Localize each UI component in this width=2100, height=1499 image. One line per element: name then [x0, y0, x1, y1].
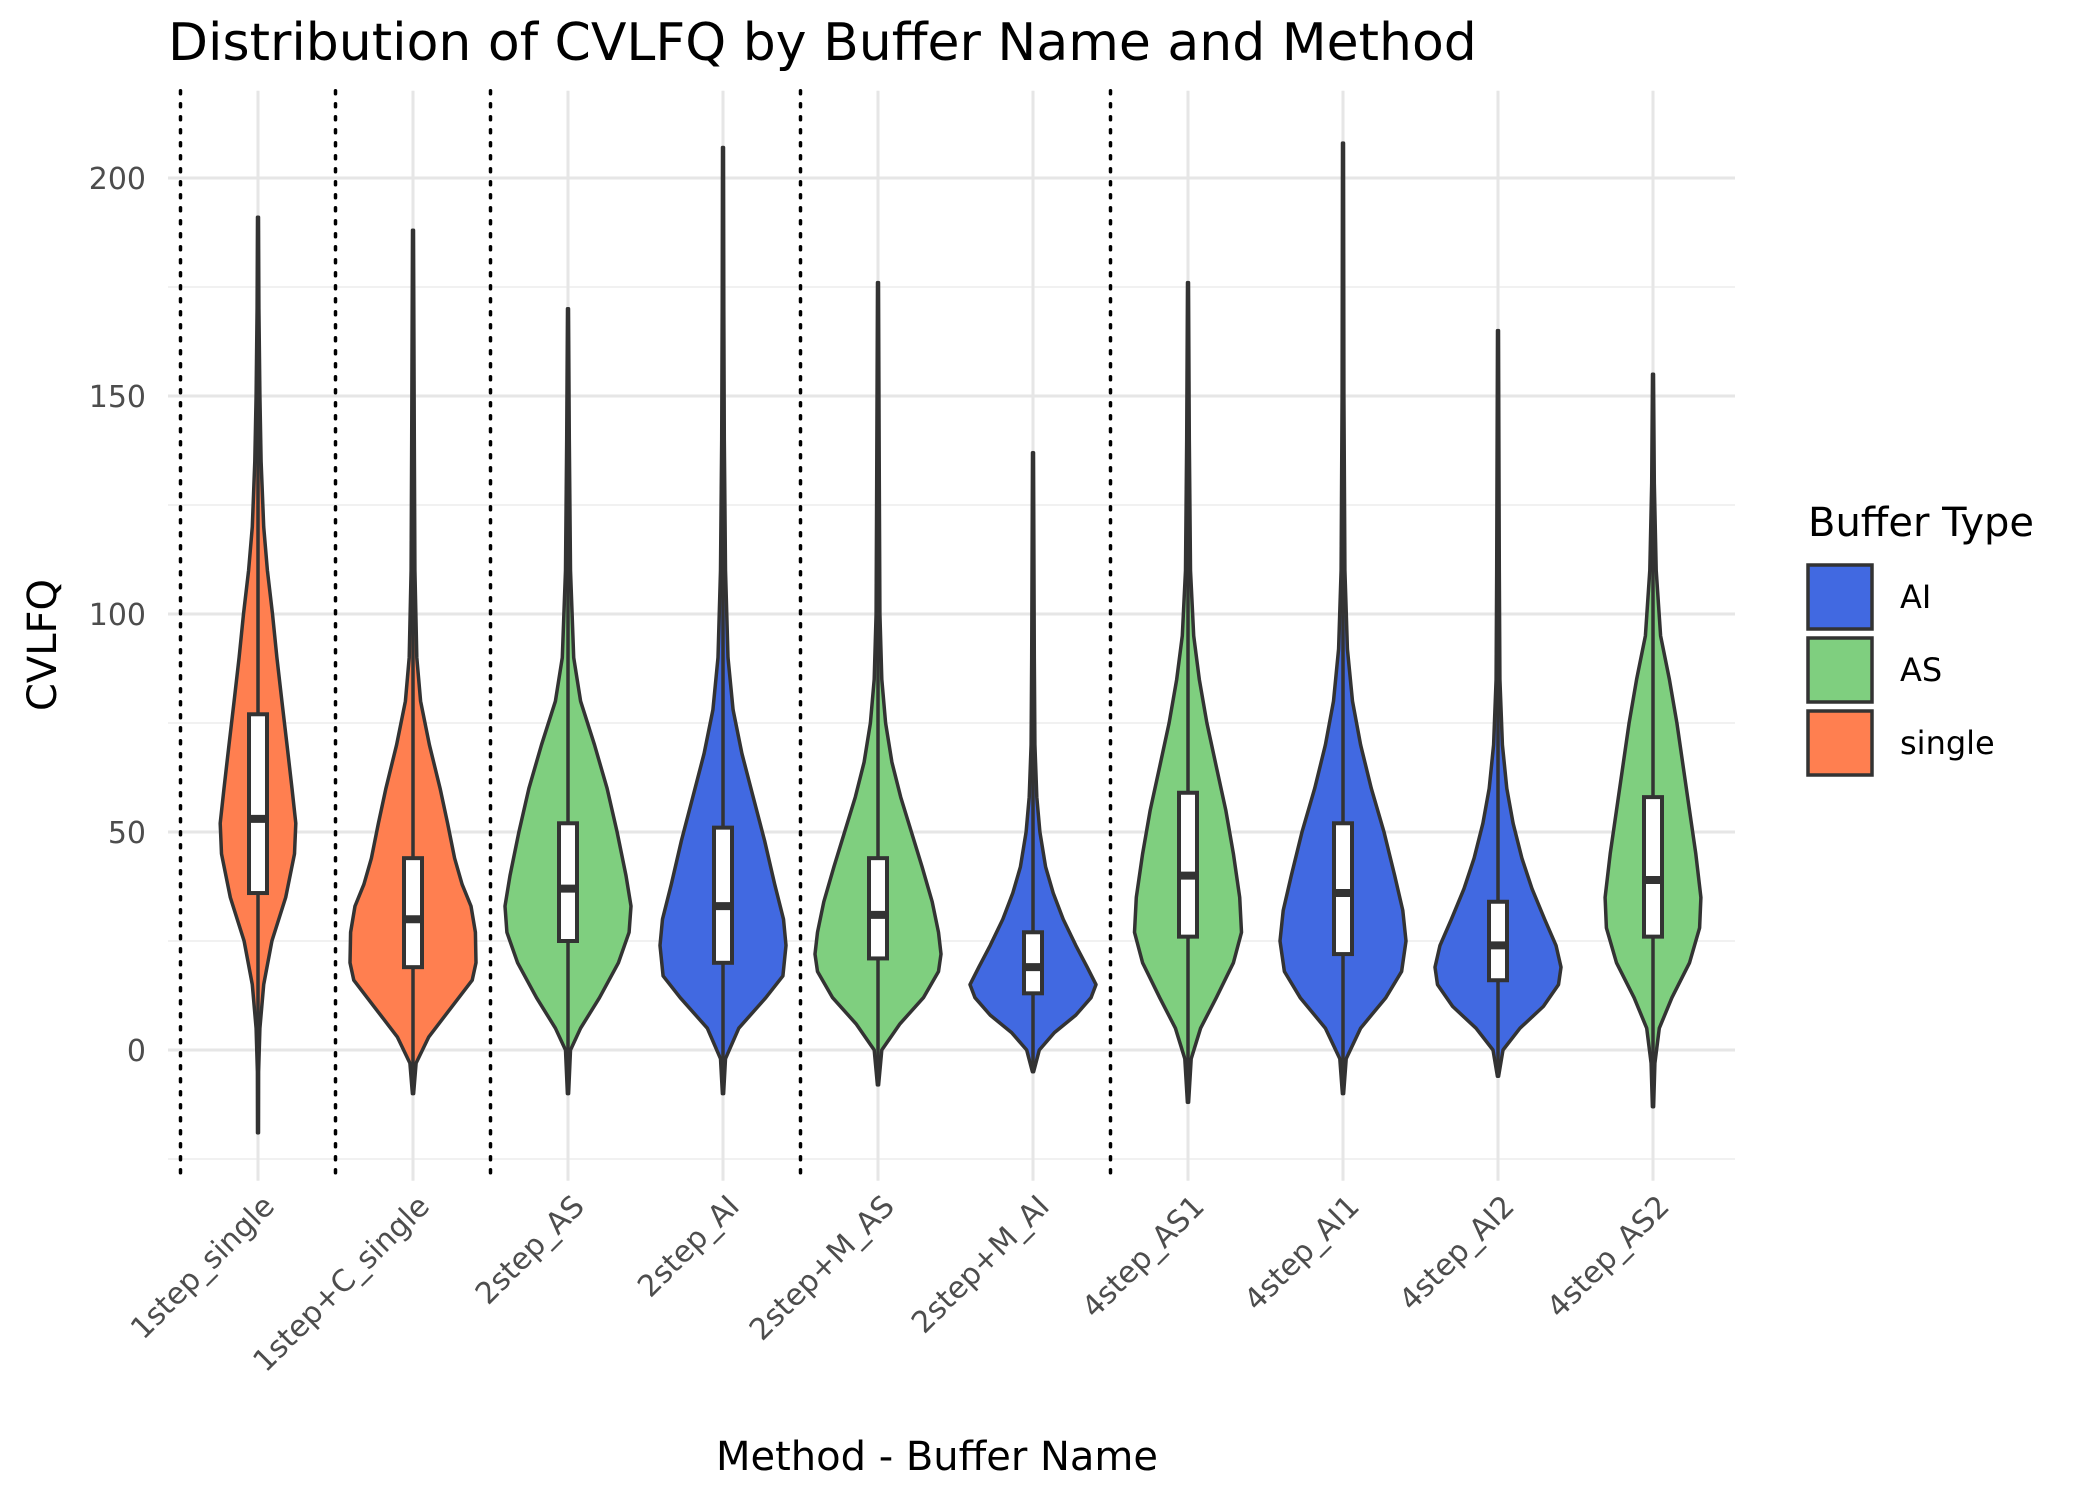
- violin-4step_AI1: [1278, 141, 1408, 1096]
- legend-entry-single: single: [1806, 709, 1995, 777]
- legend-swatch: [1806, 636, 1874, 704]
- x-axis-title: Method - Buffer Name: [716, 1434, 1158, 1480]
- x-tick-label: 4step_AI2: [1393, 1189, 1522, 1318]
- legend: Buffer Type AI AS single: [1806, 500, 2034, 777]
- legend-label: single: [1900, 724, 1995, 762]
- box-iqr: [557, 821, 579, 944]
- x-tick-label: 4step_AI1: [1238, 1189, 1367, 1318]
- y-tick-label: 100: [89, 598, 146, 633]
- violin-4step_AS2: [1603, 372, 1703, 1109]
- legend-swatch: [1806, 563, 1874, 631]
- legend-title: Buffer Type: [1808, 500, 2034, 546]
- legend-entry-AS: AS: [1806, 636, 1942, 704]
- violin-4step_AS1: [1132, 280, 1244, 1105]
- legend-label: AI: [1900, 578, 1931, 616]
- legend-entry-AI: AI: [1806, 563, 1931, 631]
- x-tick-label: 2step+M_AI: [905, 1189, 1057, 1341]
- violin-1step_single: [218, 215, 298, 1135]
- box-iqr: [712, 825, 734, 965]
- x-tick-label: 2step_AI: [631, 1189, 747, 1305]
- box-iqr: [1487, 899, 1509, 983]
- legend-swatch: [1806, 709, 1874, 777]
- y-tick-label: 0: [127, 1034, 146, 1069]
- x-tick-label: 2step+M_AS: [743, 1189, 902, 1348]
- violin-2step+M_AS: [813, 280, 943, 1087]
- violin-1step+C_single: [348, 228, 478, 1096]
- y-axis-title: CVLFQ: [20, 579, 66, 711]
- method-separators: [178, 89, 1113, 1183]
- box-iqr: [247, 712, 269, 896]
- box-iqr: [1642, 795, 1664, 939]
- violin-2step_AI: [658, 145, 788, 1096]
- y-axis-ticks: 0 50 100 150 200: [89, 162, 146, 1069]
- x-tick-label: 4step_AS2: [1540, 1189, 1676, 1325]
- y-tick-label: 150: [89, 380, 146, 415]
- y-tick-label: 200: [89, 162, 146, 197]
- box-iqr: [402, 856, 424, 970]
- legend-label: AS: [1900, 651, 1942, 689]
- violin-2step+M_AI: [968, 450, 1098, 1074]
- x-tick-label: 2step_AS: [469, 1189, 592, 1312]
- legend-entries: AI AS single: [1806, 563, 1995, 777]
- chart-title: Distribution of CVLFQ by Buffer Name and…: [168, 13, 1477, 73]
- violin-2step_AS: [503, 307, 633, 1096]
- box-iqr: [1022, 930, 1044, 996]
- box-iqr: [1177, 790, 1199, 939]
- box-iqr: [867, 856, 889, 961]
- x-tick-label: 1step_single: [124, 1189, 282, 1347]
- x-tick-label: 4step_AS1: [1075, 1189, 1211, 1325]
- violin-4step_AI2: [1433, 328, 1563, 1078]
- violins: [218, 141, 1703, 1135]
- y-tick-label: 50: [108, 816, 146, 851]
- box-iqr: [1332, 821, 1354, 957]
